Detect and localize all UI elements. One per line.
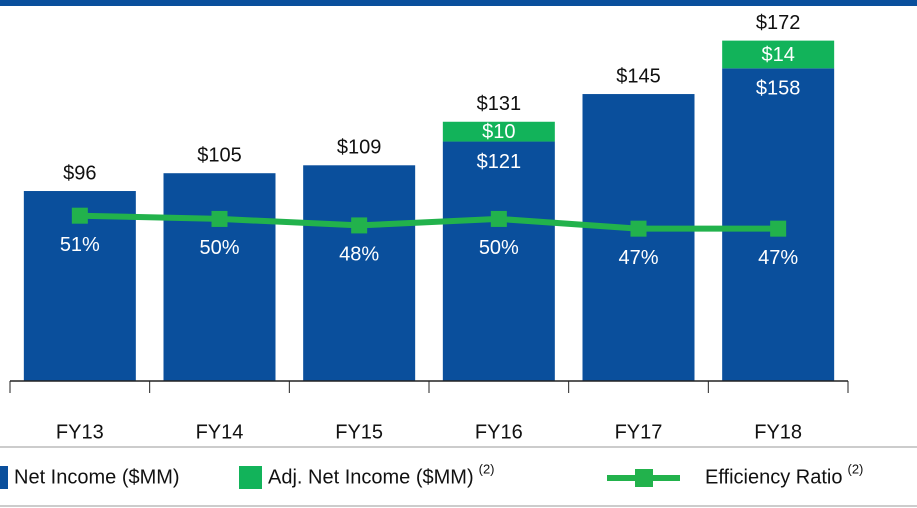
x-tick-label: FY16 (475, 421, 523, 443)
legend-label: Efficiency Ratio (705, 466, 842, 488)
x-tick-label: FY17 (615, 421, 663, 443)
bar-value-label: $14 (761, 44, 794, 66)
x-tick-label: FY15 (335, 421, 383, 443)
bar-value-label: $158 (756, 78, 801, 100)
bar-total-label: $131 (477, 93, 522, 115)
line (79, 212, 779, 232)
line-value-label: 50% (479, 237, 519, 259)
bar-total-label: $145 (616, 65, 661, 87)
bar-total-label: $109 (337, 137, 382, 159)
x-tick-label: FY13 (56, 421, 104, 443)
bar-segment (442, 141, 555, 381)
line-marker (351, 217, 368, 234)
legend-footnote: (2) (847, 461, 863, 476)
bar-total-label: $96 (63, 162, 96, 184)
line-marker (490, 210, 507, 227)
line-marker (630, 220, 647, 237)
x-tick-label: FY14 (196, 421, 244, 443)
line-value-label: 47% (758, 247, 798, 269)
bar-value-label: $121 (477, 151, 522, 173)
line-value-label: 48% (339, 244, 379, 266)
legend-label: Net Income ($MM) (14, 466, 180, 488)
line-value-label: 47% (618, 247, 658, 269)
line-marker (211, 210, 228, 227)
legend-marker (635, 469, 653, 487)
line-marker (71, 207, 88, 224)
bar-segment (442, 121, 555, 142)
bar-value-label: $10 (482, 121, 515, 143)
line-value-label: 50% (199, 237, 239, 259)
line-value-label: 51% (60, 234, 100, 256)
x-tick-label: FY18 (754, 421, 802, 443)
legend-footnote: (2) (479, 461, 495, 476)
bar-segment (582, 94, 695, 381)
legend-swatch (239, 466, 262, 489)
line-marker (770, 220, 787, 237)
header-band (0, 0, 917, 6)
bar-segment (163, 173, 276, 381)
bar-segment (722, 40, 835, 69)
bar-segment (303, 165, 416, 381)
legend-swatch (0, 466, 8, 489)
bar-total-label: $172 (756, 12, 801, 34)
bar-total-label: $105 (197, 144, 242, 166)
legend-label: Adj. Net Income ($MM) (268, 466, 474, 488)
